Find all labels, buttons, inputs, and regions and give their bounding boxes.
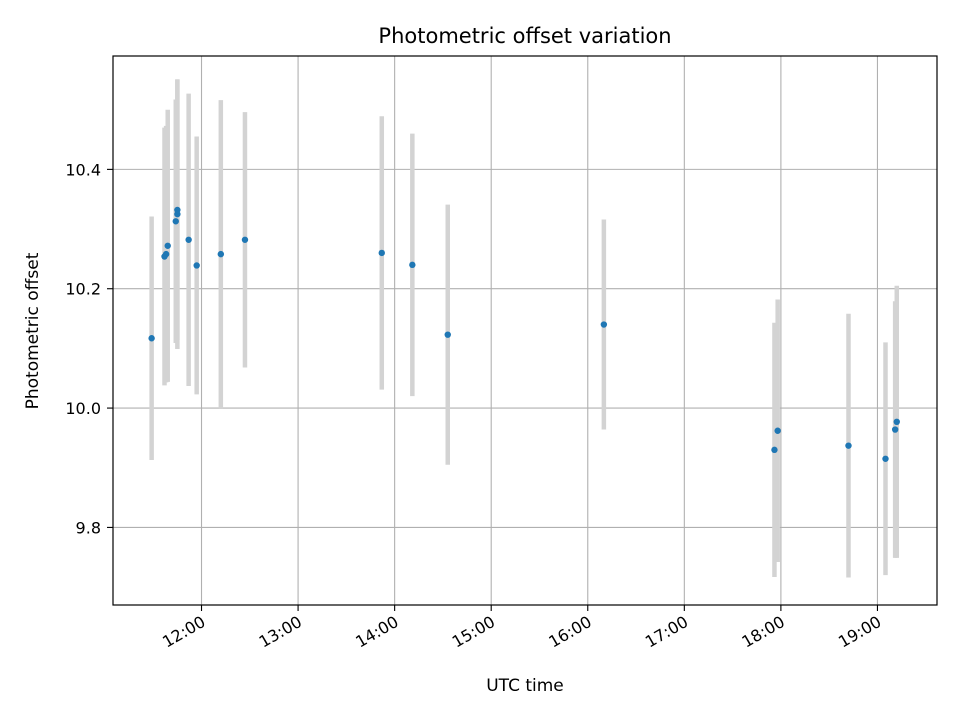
plot-frame [112,55,938,606]
data-point [164,242,171,249]
data-point [893,418,900,426]
data-point [162,250,170,258]
y-tick-label: 10.0 [65,399,101,418]
data-point [193,262,200,269]
data-points [148,206,900,462]
data-point [148,335,155,342]
data-point [409,261,416,269]
y-tick-label: 9.8 [76,518,101,537]
data-point [444,331,451,338]
x-axis-label: UTC time [486,676,564,696]
grid [113,56,937,605]
data-point [185,236,192,243]
chart-title: Photometric offset variation [378,24,671,48]
data-point [600,321,608,328]
data-point [882,455,889,462]
data-point [845,442,852,449]
y-axis-ticks: 9.8 10.0 10.2 10.4 [65,160,113,537]
y-axis-label: Photometric offset [23,252,43,409]
data-point [771,446,778,454]
data-point [172,218,179,225]
data-point [378,249,385,257]
data-point [774,427,781,434]
data-point [174,206,181,214]
data-point [217,250,225,258]
y-tick-label: 10.4 [65,160,101,179]
data-point [891,426,899,433]
y-tick-label: 10.2 [65,280,101,299]
data-point [241,236,249,243]
